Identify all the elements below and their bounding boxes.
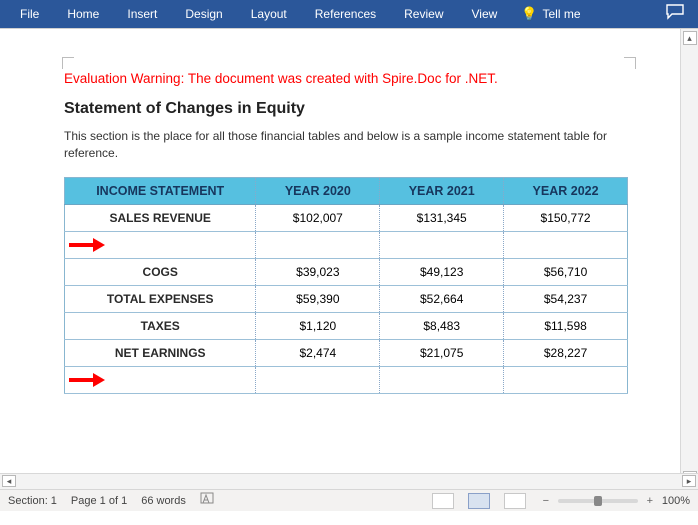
col-header: INCOME STATEMENT bbox=[65, 177, 256, 204]
tab-file[interactable]: File bbox=[6, 0, 53, 28]
table-cell bbox=[380, 366, 504, 393]
tell-me-label: Tell me bbox=[542, 7, 580, 21]
tab-layout[interactable]: Layout bbox=[237, 0, 301, 28]
lightbulb-icon: 💡 bbox=[521, 6, 537, 22]
status-section: Section: 1 bbox=[8, 495, 57, 507]
view-read-mode-button[interactable] bbox=[432, 493, 454, 509]
spellcheck-icon[interactable] bbox=[200, 492, 216, 509]
scroll-up-button[interactable]: ▴ bbox=[683, 31, 697, 45]
zoom-in-button[interactable]: + bbox=[644, 495, 656, 507]
table-row: TAXES$1,120$8,483$11,598 bbox=[65, 312, 628, 339]
table-row: SALES REVENUE$102,007$131,345$150,772 bbox=[65, 204, 628, 231]
col-header: YEAR 2020 bbox=[256, 177, 380, 204]
row-label: COGS bbox=[65, 258, 256, 285]
margin-corner-icon bbox=[62, 57, 74, 69]
table-row bbox=[65, 366, 628, 393]
zoom-slider[interactable] bbox=[558, 499, 638, 503]
zoom-control[interactable]: − + 100% bbox=[540, 495, 690, 507]
tab-references[interactable]: References bbox=[301, 0, 390, 28]
tab-view[interactable]: View bbox=[458, 0, 512, 28]
row-label: TOTAL EXPENSES bbox=[65, 285, 256, 312]
col-header: YEAR 2022 bbox=[504, 177, 628, 204]
table-cell: $8,483 bbox=[380, 312, 504, 339]
view-print-layout-button[interactable] bbox=[468, 493, 490, 509]
red-arrow-icon bbox=[69, 374, 105, 386]
table-cell: $1,120 bbox=[256, 312, 380, 339]
tell-me-search[interactable]: 💡 Tell me bbox=[511, 6, 590, 22]
table-row: COGS$39,023$49,123$56,710 bbox=[65, 258, 628, 285]
row-label bbox=[65, 231, 256, 258]
document-page[interactable]: Evaluation Warning: The document was cre… bbox=[16, 37, 672, 481]
table-cell: $2,474 bbox=[256, 339, 380, 366]
scroll-right-button[interactable]: ▸ bbox=[682, 475, 696, 487]
table-cell: $131,345 bbox=[380, 204, 504, 231]
table-row: TOTAL EXPENSES$59,390$52,664$54,237 bbox=[65, 285, 628, 312]
tab-insert[interactable]: Insert bbox=[113, 0, 171, 28]
scroll-left-button[interactable]: ◂ bbox=[2, 475, 16, 487]
row-label: SALES REVENUE bbox=[65, 204, 256, 231]
income-statement-table: INCOME STATEMENT YEAR 2020 YEAR 2021 YEA… bbox=[64, 177, 628, 394]
table-cell: $56,710 bbox=[504, 258, 628, 285]
status-bar: Section: 1 Page 1 of 1 66 words − + 100% bbox=[0, 489, 698, 511]
status-words: 66 words bbox=[141, 495, 186, 507]
row-label bbox=[65, 366, 256, 393]
horizontal-scrollbar[interactable]: ◂ ▸ bbox=[0, 473, 698, 489]
col-header: YEAR 2021 bbox=[380, 177, 504, 204]
evaluation-warning: Evaluation Warning: The document was cre… bbox=[64, 71, 628, 86]
table-cell bbox=[256, 366, 380, 393]
table-cell: $39,023 bbox=[256, 258, 380, 285]
tab-review[interactable]: Review bbox=[390, 0, 457, 28]
table-cell bbox=[504, 366, 628, 393]
zoom-slider-thumb[interactable] bbox=[594, 496, 602, 506]
vertical-scrollbar[interactable]: ▴ ▾ bbox=[680, 29, 698, 489]
table-row: NET EARNINGS$2,474$21,075$28,227 bbox=[65, 339, 628, 366]
table-header-row: INCOME STATEMENT YEAR 2020 YEAR 2021 YEA… bbox=[65, 177, 628, 204]
page-title: Statement of Changes in Equity bbox=[64, 100, 628, 118]
margin-corner-icon bbox=[624, 57, 636, 69]
table-cell: $49,123 bbox=[380, 258, 504, 285]
table-cell: $28,227 bbox=[504, 339, 628, 366]
view-web-layout-button[interactable] bbox=[504, 493, 526, 509]
row-label: TAXES bbox=[65, 312, 256, 339]
table-cell: $102,007 bbox=[256, 204, 380, 231]
document-area: Evaluation Warning: The document was cre… bbox=[0, 28, 698, 489]
red-arrow-icon bbox=[69, 239, 105, 251]
table-cell bbox=[380, 231, 504, 258]
table-cell: $21,075 bbox=[380, 339, 504, 366]
page-paragraph: This section is the place for all those … bbox=[64, 128, 628, 163]
table-cell: $54,237 bbox=[504, 285, 628, 312]
row-label: NET EARNINGS bbox=[65, 339, 256, 366]
tab-design[interactable]: Design bbox=[171, 0, 236, 28]
table-cell: $150,772 bbox=[504, 204, 628, 231]
table-cell bbox=[256, 231, 380, 258]
table-cell bbox=[504, 231, 628, 258]
table-row bbox=[65, 231, 628, 258]
zoom-out-button[interactable]: − bbox=[540, 495, 552, 507]
table-cell: $59,390 bbox=[256, 285, 380, 312]
table-cell: $11,598 bbox=[504, 312, 628, 339]
status-page: Page 1 of 1 bbox=[71, 495, 127, 507]
zoom-percent[interactable]: 100% bbox=[662, 495, 690, 507]
comments-icon[interactable] bbox=[658, 4, 692, 25]
tab-home[interactable]: Home bbox=[53, 0, 113, 28]
ribbon-tabs: File Home Insert Design Layout Reference… bbox=[0, 0, 698, 28]
table-cell: $52,664 bbox=[380, 285, 504, 312]
